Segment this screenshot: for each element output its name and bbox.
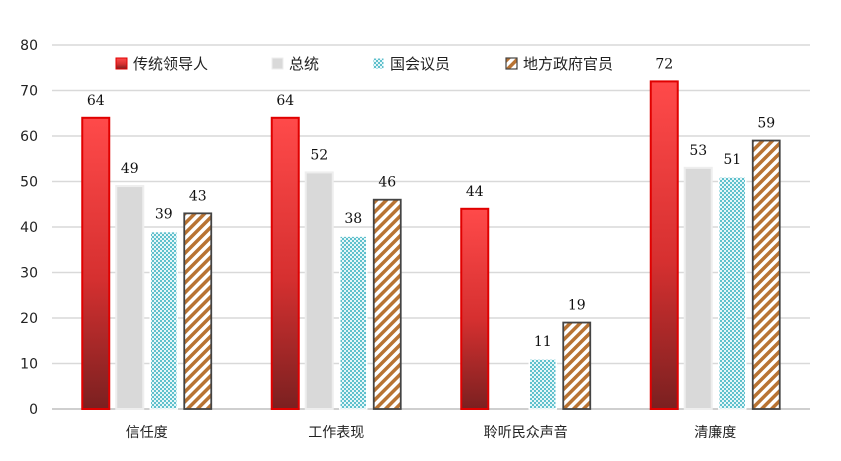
bar — [304, 171, 334, 410]
bar — [562, 321, 592, 410]
legend-swatch — [271, 57, 284, 70]
y-tick-label: 0 — [29, 402, 38, 418]
y-tick-label: 70 — [20, 84, 38, 100]
data-label: 72 — [655, 56, 673, 72]
data-label: 51 — [723, 152, 741, 168]
bar — [460, 207, 490, 410]
x-category-label: 工作表现 — [308, 425, 364, 441]
bar — [183, 212, 213, 410]
data-label: 19 — [568, 298, 586, 314]
legend: 传统领导人 总统 国会议员 地方政府官员 — [115, 55, 613, 73]
data-labels: 64 49 39 43 64 52 38 46 44 11 19 72 53 51 59 — [87, 56, 775, 350]
data-label: 52 — [310, 147, 328, 163]
legend-swatch — [505, 57, 518, 70]
legend-swatch — [372, 57, 385, 70]
bar — [649, 80, 679, 411]
bar — [339, 235, 368, 410]
data-label: 39 — [155, 207, 173, 223]
y-tick-label: 60 — [20, 129, 38, 145]
bar — [372, 198, 402, 410]
bar — [683, 166, 713, 410]
x-category-label: 清廉度 — [694, 424, 736, 441]
legend-label: 地方政府官员 — [523, 55, 613, 73]
data-label: 43 — [189, 188, 207, 204]
data-label: 44 — [466, 184, 484, 200]
bar — [751, 139, 781, 410]
data-label: 64 — [87, 93, 105, 109]
y-tick-label: 40 — [20, 220, 38, 236]
bar — [149, 230, 178, 410]
y-tick-label: 30 — [20, 266, 38, 282]
grid-lines — [52, 44, 810, 410]
data-label: 53 — [689, 143, 707, 159]
bars — [81, 80, 781, 411]
data-label: 11 — [534, 334, 552, 350]
bar — [270, 116, 300, 411]
legend-label: 总统 — [289, 55, 319, 73]
x-category-label: 信任度 — [126, 425, 168, 441]
legend-label: 国会议员 — [390, 55, 450, 73]
bar — [81, 116, 111, 411]
legend-swatch — [115, 57, 128, 70]
bar — [718, 176, 747, 410]
y-tick-label: 20 — [20, 311, 38, 327]
y-axis-ticks: 0 10 20 30 40 50 60 70 80 — [20, 38, 38, 418]
data-label: 64 — [276, 93, 294, 109]
bar — [528, 358, 557, 410]
legend-label: 传统领导人 — [133, 55, 208, 73]
data-label: 49 — [121, 161, 139, 177]
y-tick-label: 10 — [20, 357, 38, 373]
bar — [115, 185, 145, 410]
x-axis-categories: 信任度 工作表现 聆听民众声音 清廉度 — [126, 424, 737, 441]
y-tick-label: 80 — [20, 38, 38, 54]
data-label: 46 — [378, 175, 396, 191]
y-tick-label: 50 — [20, 175, 38, 191]
data-label: 59 — [757, 116, 775, 132]
x-category-label: 聆听民众声音 — [484, 424, 568, 441]
data-label: 38 — [344, 211, 362, 227]
